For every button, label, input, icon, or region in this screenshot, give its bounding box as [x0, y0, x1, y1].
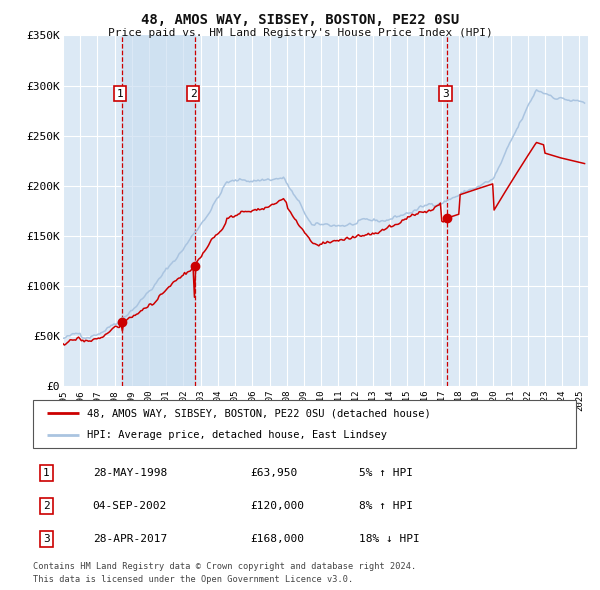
- Text: HPI: Average price, detached house, East Lindsey: HPI: Average price, detached house, East…: [88, 430, 388, 440]
- Text: 28-MAY-1998: 28-MAY-1998: [93, 468, 167, 478]
- Text: 04-SEP-2002: 04-SEP-2002: [93, 501, 167, 511]
- Text: 48, AMOS WAY, SIBSEY, BOSTON, PE22 0SU (detached house): 48, AMOS WAY, SIBSEY, BOSTON, PE22 0SU (…: [88, 408, 431, 418]
- Text: 18% ↓ HPI: 18% ↓ HPI: [359, 534, 419, 544]
- Text: £120,000: £120,000: [250, 501, 304, 511]
- Text: £63,950: £63,950: [250, 468, 298, 478]
- Text: Contains HM Land Registry data © Crown copyright and database right 2024.: Contains HM Land Registry data © Crown c…: [33, 562, 416, 571]
- Text: 3: 3: [43, 534, 50, 544]
- Text: 3: 3: [442, 88, 449, 99]
- Text: 8% ↑ HPI: 8% ↑ HPI: [359, 501, 413, 511]
- Text: 2: 2: [43, 501, 50, 511]
- Text: 48, AMOS WAY, SIBSEY, BOSTON, PE22 0SU: 48, AMOS WAY, SIBSEY, BOSTON, PE22 0SU: [141, 13, 459, 27]
- Text: 2: 2: [190, 88, 197, 99]
- Text: This data is licensed under the Open Government Licence v3.0.: This data is licensed under the Open Gov…: [33, 575, 353, 584]
- Text: 1: 1: [116, 88, 124, 99]
- Bar: [122, 35, 195, 386]
- Text: 1: 1: [43, 468, 50, 478]
- Text: £168,000: £168,000: [250, 534, 304, 544]
- Text: 28-APR-2017: 28-APR-2017: [93, 534, 167, 544]
- Text: 5% ↑ HPI: 5% ↑ HPI: [359, 468, 413, 478]
- Text: Price paid vs. HM Land Registry's House Price Index (HPI): Price paid vs. HM Land Registry's House …: [107, 28, 493, 38]
